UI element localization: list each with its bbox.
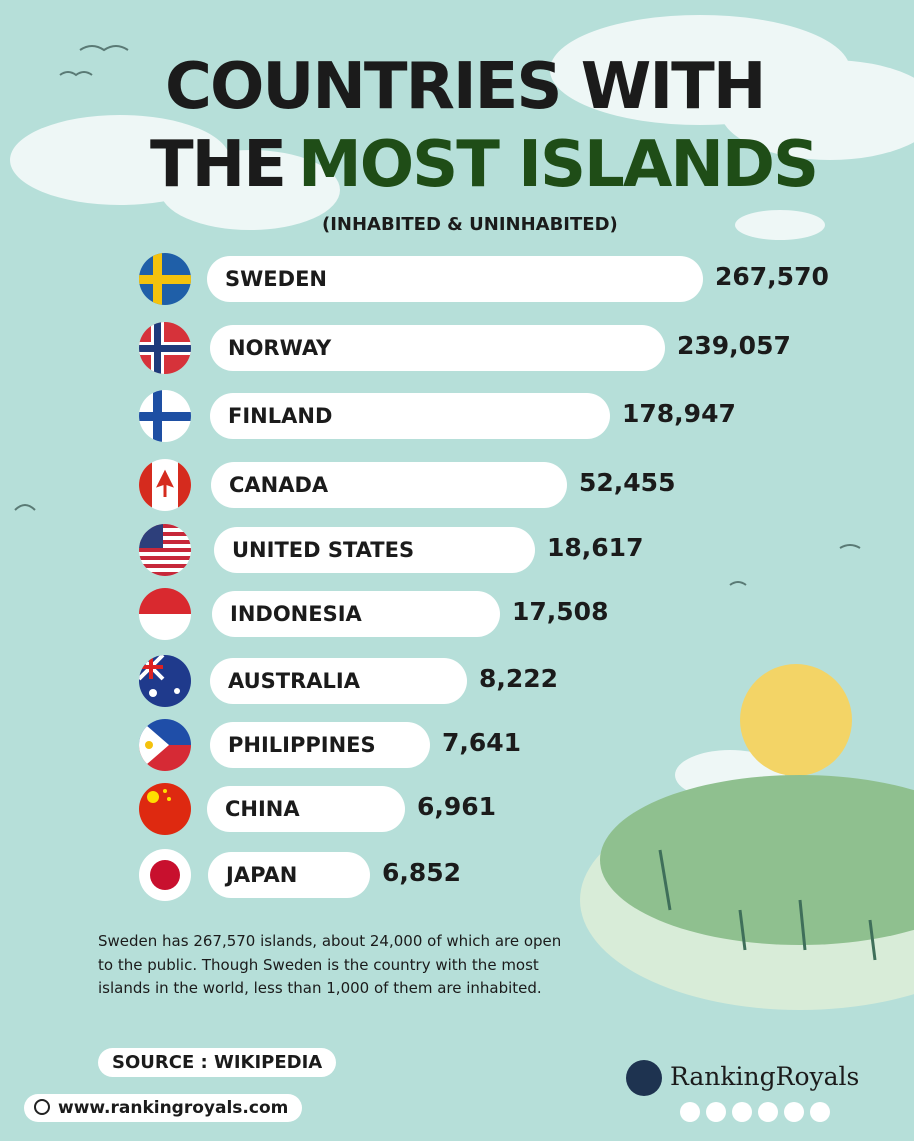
source: SOURCE : WIKIPEDIA <box>98 1048 337 1077</box>
social-icon[interactable] <box>784 1102 804 1122</box>
flag <box>139 524 191 576</box>
flag <box>139 783 191 835</box>
flag <box>139 849 191 901</box>
website: www.rankingroyals.com <box>24 1094 303 1122</box>
island-count: 8,222 <box>479 664 559 693</box>
bar <box>207 786 405 832</box>
flag <box>139 655 191 707</box>
island-count: 17,508 <box>512 597 609 626</box>
bar <box>208 852 370 898</box>
country-label: INDONESIA <box>230 602 362 626</box>
flag <box>139 588 191 640</box>
island-count: 18,617 <box>547 533 644 562</box>
country-label: CHINA <box>225 797 300 821</box>
bar <box>212 591 500 637</box>
country-label: SWEDEN <box>225 267 327 291</box>
island-count: 6,961 <box>417 792 497 821</box>
flag <box>139 390 191 442</box>
social-icon[interactable] <box>706 1102 726 1122</box>
bar <box>210 393 610 439</box>
brand-logo <box>626 1060 662 1096</box>
social-icons <box>680 1102 830 1122</box>
title: THE <box>150 128 287 202</box>
note: Sweden has 267,570 islands, about 24,000… <box>98 932 562 997</box>
island-count: 7,641 <box>442 728 522 757</box>
island-count: 267,570 <box>715 262 829 291</box>
country-label: FINLAND <box>228 404 333 428</box>
brand: RankingRoyals <box>670 1062 860 1091</box>
flag <box>139 719 191 771</box>
bar <box>210 722 430 768</box>
island-count: 52,455 <box>579 468 676 497</box>
country-label: AUSTRALIA <box>228 669 360 693</box>
bar <box>210 658 467 704</box>
social-icon[interactable] <box>810 1102 830 1122</box>
bar <box>214 527 535 573</box>
bar <box>211 462 567 508</box>
country-label: PHILIPPINES <box>228 733 376 757</box>
subtitle: (INHABITED & UNINHABITED) <box>322 214 618 235</box>
flag <box>139 322 191 374</box>
flag <box>139 459 191 511</box>
island-count: 239,057 <box>677 331 791 360</box>
country-label: CANADA <box>229 473 329 497</box>
bar <box>207 256 703 302</box>
title: COUNTRIES WITH <box>165 50 766 124</box>
social-icon[interactable] <box>758 1102 778 1122</box>
island-count: 178,947 <box>622 399 736 428</box>
country-label: NORWAY <box>228 336 332 360</box>
flag <box>139 253 191 305</box>
island-count: 6,852 <box>382 858 462 887</box>
title-highlight: MOST ISLANDS <box>298 128 819 202</box>
country-label: UNITED STATES <box>232 538 415 562</box>
website-text: www.rankingroyals.com <box>58 1098 289 1118</box>
country-label: JAPAN <box>226 863 298 887</box>
bar <box>210 325 665 371</box>
social-icon[interactable] <box>680 1102 700 1122</box>
social-icon[interactable] <box>732 1102 752 1122</box>
